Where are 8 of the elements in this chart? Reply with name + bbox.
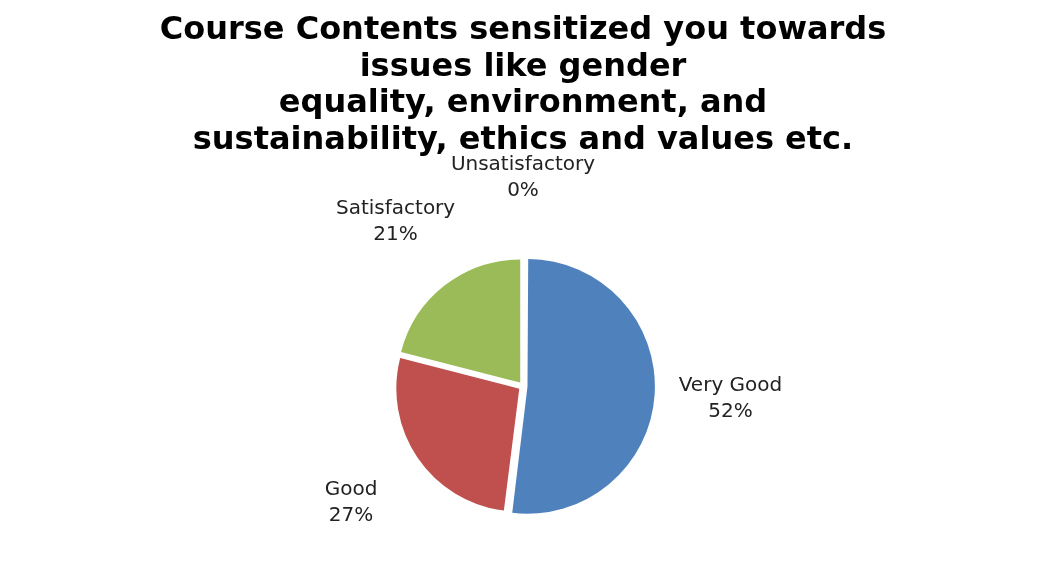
slice-label: Good bbox=[324, 476, 378, 501]
data-label: 52% bbox=[708, 398, 753, 423]
text: 0% bbox=[507, 177, 539, 202]
category-label: Unsatisfactory bbox=[450, 151, 596, 176]
slice-label: Very Good bbox=[678, 372, 783, 397]
slice-label: Satisfactory bbox=[335, 195, 456, 220]
data-label: 27% bbox=[328, 502, 374, 527]
data-label: 21% bbox=[373, 221, 418, 246]
